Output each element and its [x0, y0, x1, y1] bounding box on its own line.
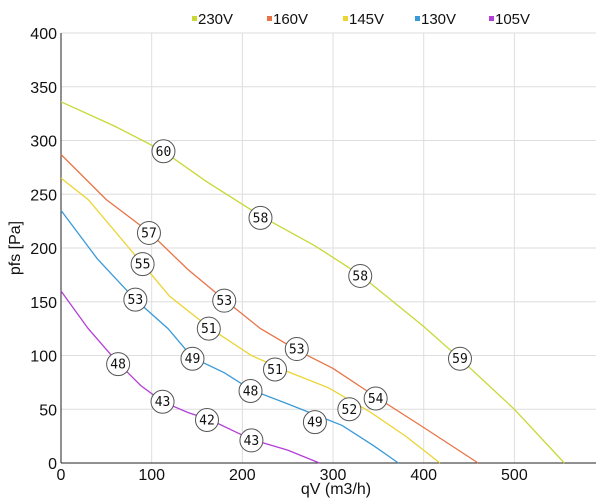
curve-label-marker [238, 378, 263, 403]
x-axis-title: qV (m3/h) [301, 481, 371, 498]
curve-label-text: 42 [199, 414, 215, 429]
curve-label-marker [302, 410, 327, 435]
curve-label-text: 43 [244, 434, 260, 449]
legend-label-145V: 145V [349, 11, 384, 28]
curve-label-marker [348, 263, 373, 288]
y-tick-label: 350 [30, 80, 57, 97]
series-line-145V [60, 177, 441, 464]
series-line-160V [60, 154, 479, 464]
curve-label-text: 43 [155, 395, 171, 410]
curve-label-text: 53 [289, 343, 305, 358]
curve-label-text: 48 [243, 384, 259, 399]
curve-label-text: 51 [201, 322, 217, 337]
curve-label-text: 53 [128, 293, 144, 308]
curve-label-marker [194, 408, 219, 432]
curve-label-text: 51 [267, 363, 283, 378]
curve-label-marker [337, 397, 362, 422]
legend-label-230V: 230V [198, 11, 233, 28]
series-lines [60, 101, 565, 464]
y-tick-label: 50 [39, 402, 57, 419]
curve-label-text: 58 [352, 269, 368, 284]
curve-label-marker [239, 428, 264, 453]
y-tick-label: 200 [30, 241, 57, 258]
legend-swatch-160V [267, 16, 272, 21]
legend: 230V 160V 145V 130V 105V [192, 11, 530, 28]
x-tick-label: 200 [229, 467, 256, 484]
curve-label-marker [284, 337, 309, 362]
x-tick-label: 100 [138, 467, 165, 484]
curve-label-text: 60 [156, 145, 172, 160]
curve-label-marker [447, 346, 472, 371]
y-tick-label: 300 [30, 134, 57, 151]
x-tick-label: 0 [57, 467, 66, 484]
curve-label-marker [363, 386, 388, 411]
curve-label-marker [180, 346, 205, 371]
x-tick-label: 400 [410, 467, 437, 484]
tick-labels: 0 100 200 300 400 500 0 50 100 150 200 250 300 350 400 [30, 26, 528, 484]
legend-label-105V: 105V [495, 11, 530, 28]
curve-label-marker [263, 357, 287, 382]
curve-label-text: 52 [342, 403, 358, 418]
legend-label-130V: 130V [421, 11, 456, 28]
curve-label-text: 48 [110, 358, 126, 373]
y-tick-label: 250 [30, 187, 57, 204]
curve-label-marker [212, 288, 237, 313]
axes [60, 33, 596, 464]
curve-label-marker [123, 287, 148, 312]
legend-label-160V: 160V [273, 11, 308, 28]
curve-label-marker [196, 316, 221, 341]
curve-label-marker [106, 352, 131, 377]
curve-label-marker [248, 205, 273, 230]
y-tick-label: 400 [30, 26, 57, 43]
curve-label-marker [150, 389, 175, 414]
y-tick-label: 150 [30, 295, 57, 312]
legend-swatch-145V [343, 16, 348, 21]
curve-labels: 60 58 58 59 57 53 53 54 55 51 51 52 53 49 48 49 48 43 42 43 [106, 139, 472, 453]
legend-swatch-230V [192, 16, 197, 21]
curve-label-text: 53 [216, 294, 232, 309]
grid [61, 32, 596, 463]
series-line-105V [60, 290, 320, 464]
curve-label-text: 59 [452, 352, 468, 367]
legend-swatch-130V [415, 16, 420, 21]
curve-label-text: 49 [307, 416, 323, 431]
y-axis-title: pfs [Pa] [7, 221, 24, 275]
curve-label-marker [151, 139, 176, 164]
y-tick-label: 100 [30, 349, 57, 366]
curve-label-marker [136, 220, 161, 245]
curve-label-text: 54 [368, 392, 384, 407]
x-tick-label: 500 [501, 467, 528, 484]
legend-swatch-105V [489, 16, 494, 21]
y-tick-label: 0 [48, 456, 57, 473]
curve-label-marker [130, 252, 155, 277]
curve-label-text: 55 [135, 258, 151, 273]
curve-label-text: 49 [185, 352, 201, 367]
series-line-230V [60, 101, 565, 464]
x-tick-label: 300 [320, 467, 347, 484]
curve-label-text: 57 [141, 226, 157, 241]
curve-label-text: 58 [253, 211, 269, 226]
